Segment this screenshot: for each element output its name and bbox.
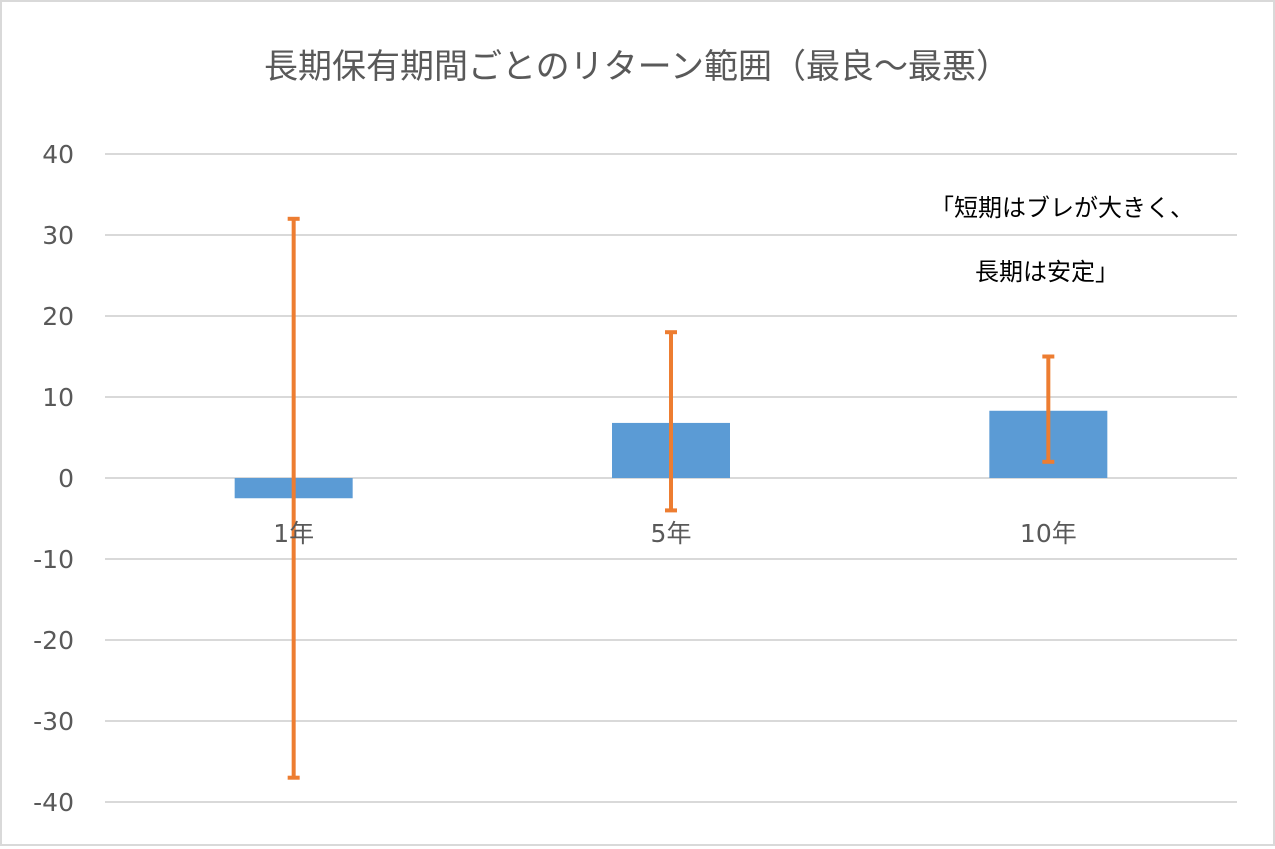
category-label: 10年 — [1020, 519, 1077, 548]
y-tick-label: 10 — [42, 383, 74, 412]
y-tick-label: -20 — [33, 626, 74, 655]
annotation: 「短期はブレが大きく、 長期は安定」 — [930, 194, 1194, 286]
category-label: 5年 — [651, 519, 692, 548]
y-tick-label: 20 — [42, 302, 74, 331]
error-bar — [1042, 354, 1055, 464]
y-tick-label: 40 — [42, 140, 74, 169]
category-label: 1年 — [273, 519, 314, 548]
annotation-line-1: 「短期はブレが大きく、 — [930, 194, 1194, 222]
y-tick-label: 0 — [58, 464, 74, 493]
error-bar — [665, 330, 677, 513]
y-tick-label: -40 — [33, 788, 74, 817]
y-tick-label: -10 — [33, 545, 74, 574]
y-tick-label: 30 — [42, 221, 74, 250]
y-tick-label: -30 — [33, 707, 74, 736]
y-axis-ticks: 40 30 20 10 0 -10 -20 -30 -40 — [33, 140, 74, 817]
error-bars — [287, 216, 1055, 780]
x-axis-categories: 1年 5年 10年 — [273, 519, 1077, 548]
chart-title: 長期保有期間ごとのリターン範囲（最良～最悪） — [264, 47, 1010, 87]
annotation-line-2: 長期は安定」 — [975, 258, 1119, 286]
error-bar — [287, 216, 300, 780]
